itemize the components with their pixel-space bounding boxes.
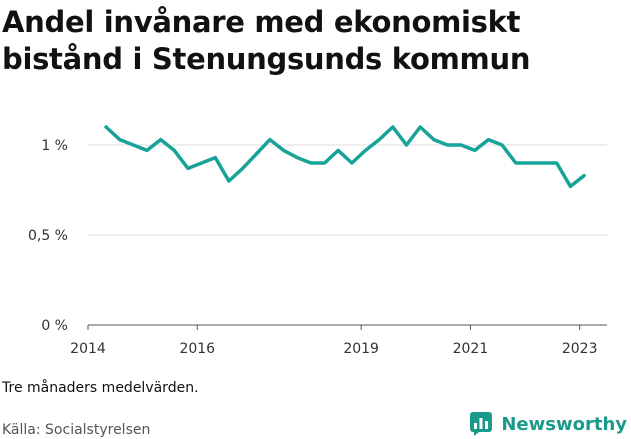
bar-chart-badge-icon [470, 412, 493, 436]
y-tick-label: 0 % [41, 318, 68, 334]
x-tick-label: 2016 [179, 341, 215, 357]
x-tick-label: 2023 [562, 341, 598, 357]
brand-logo: Newsworthy [469, 410, 627, 438]
y-tick-label: 0,5 % [28, 228, 68, 244]
brand-name: Newsworthy [501, 413, 627, 435]
x-tick-label: 2019 [343, 341, 379, 357]
x-axis-ticks: 2014 2016 2019 2021 2023 [70, 325, 598, 357]
y-axis-tick-labels: 0 % 0,5 % 1 % [28, 138, 68, 334]
chart-title: Andel invånare med ekonomiskt bistånd i … [2, 5, 531, 76]
source-text: Källa: Socialstyrelsen [2, 422, 151, 438]
chart-note: Tre månaders medelvärden. [2, 380, 199, 396]
x-tick-label: 2021 [453, 341, 489, 357]
x-tick-label: 2014 [70, 341, 106, 357]
y-tick-label: 1 % [41, 138, 68, 154]
gridlines [88, 144, 607, 236]
series-line [104, 125, 586, 189]
line-chart: 0 % 0,5 % 1 % 2014 2016 2019 2021 2023 [28, 125, 607, 357]
